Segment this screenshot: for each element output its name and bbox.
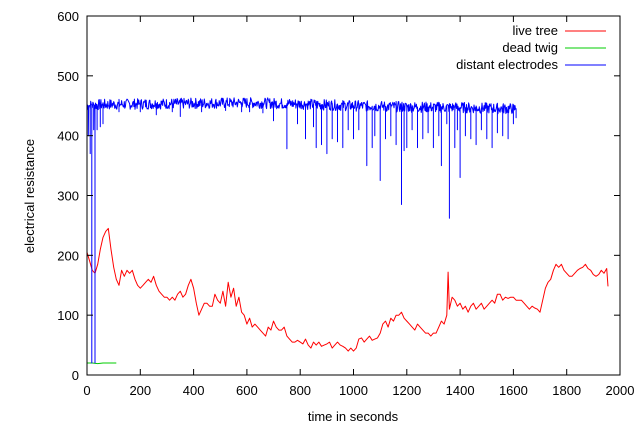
x-tick-label: 2000 xyxy=(606,383,635,398)
y-tick-label: 600 xyxy=(57,9,79,24)
x-tick-label: 800 xyxy=(289,383,311,398)
x-tick-label: 1000 xyxy=(339,383,368,398)
x-axis-label: time in seconds xyxy=(308,409,399,424)
legend-label-live-tree: live tree xyxy=(512,23,558,38)
x-tick-label: 400 xyxy=(183,383,205,398)
y-tick-label: 300 xyxy=(57,189,79,204)
y-tick-label: 100 xyxy=(57,308,79,323)
y-tick-label: 200 xyxy=(57,248,79,263)
x-tick-label: 1200 xyxy=(392,383,421,398)
x-tick-label: 0 xyxy=(83,383,90,398)
y-tick-label: 0 xyxy=(72,368,79,383)
x-tick-label: 1400 xyxy=(446,383,475,398)
y-tick-label: 500 xyxy=(57,69,79,84)
x-tick-label: 1600 xyxy=(499,383,528,398)
plot-layer xyxy=(86,97,609,365)
y-axis-label: electrical resistance xyxy=(22,139,37,253)
x-tick-label: 200 xyxy=(129,383,151,398)
x-tick-label: 1800 xyxy=(552,383,581,398)
x-tick-label: 600 xyxy=(236,383,258,398)
tick-layer: 0 200 400 600 800 1000 1200 1400 1600 1800 2000 0 10… xyxy=(57,9,634,398)
series-line-distant-electrodes xyxy=(86,97,517,364)
series-line-live-tree xyxy=(86,227,609,352)
legend-label-distant-electrodes: distant electrodes xyxy=(456,57,558,72)
y-tick-label: 400 xyxy=(57,129,79,144)
legend: live tree dead twig distant electrodes xyxy=(456,23,606,72)
legend-label-dead-twig: dead twig xyxy=(502,40,558,55)
